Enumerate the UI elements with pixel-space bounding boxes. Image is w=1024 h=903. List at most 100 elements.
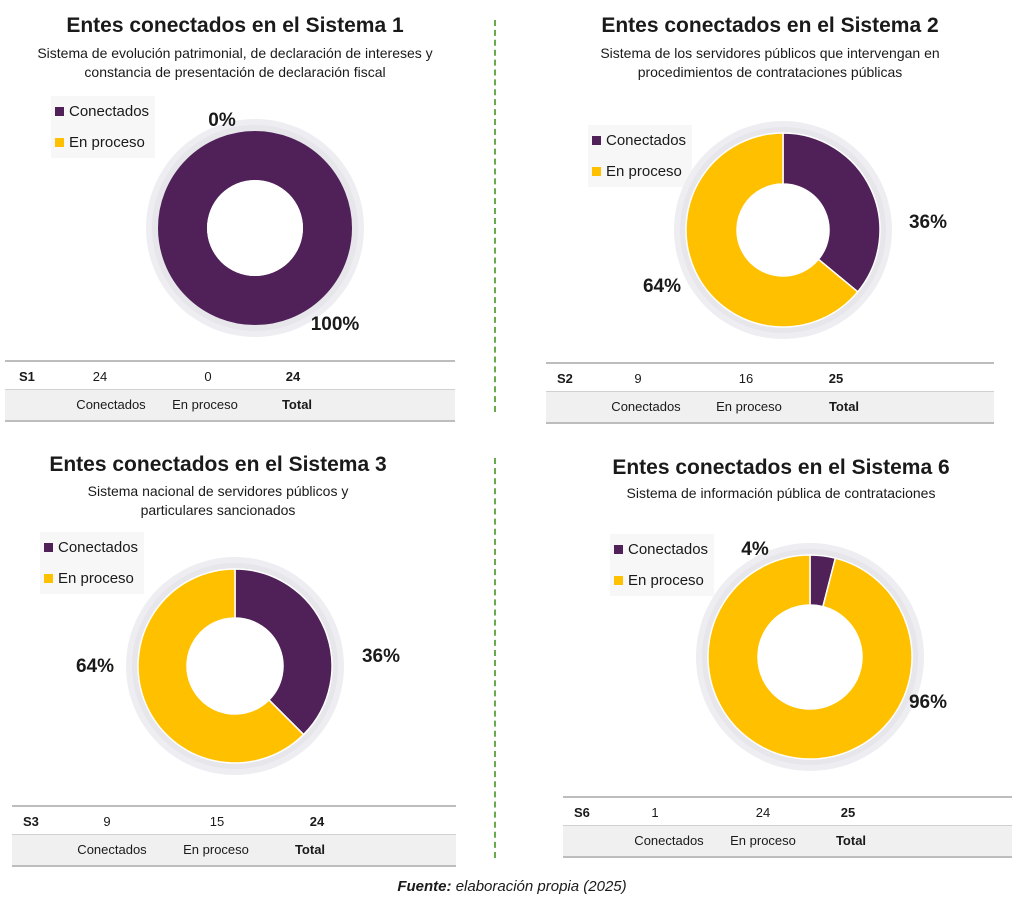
table-cell-connected: 9 [103,814,111,829]
table-cell-connected: 9 [634,371,642,386]
legend-item-in-process: En proceso [51,127,155,158]
donut-chart: 36% 64% [76,557,400,775]
legend-item-connected: Conectados [51,96,155,127]
legend-swatch-connected [44,543,53,552]
legend-item-in-process: En proceso [40,563,144,594]
pct-label-connected: 4% [741,539,769,560]
chart-subtitle-line: constancia de presentación de declaració… [84,64,386,80]
donut-chart: 4% 96% [696,539,947,771]
table-cell-total: 25 [828,371,844,386]
vertical-divider-bottom [494,458,496,858]
table-cell-in-process: 15 [209,814,225,829]
chart-title: Entes conectados en el Sistema 1 [66,14,404,37]
table-header-in-process: En proceso [172,397,238,412]
legend-item-connected: Conectados [588,125,692,156]
legend-label: Conectados [69,103,150,120]
donut-chart: 100% 0% [146,110,364,337]
legend-label: En proceso [606,163,682,180]
table-header-in-process: En proceso [716,399,782,414]
legend-item-in-process: En proceso [610,565,714,596]
legend-label: Conectados [58,539,139,556]
legend-item-in-process: En proceso [588,156,692,187]
table-row-headers: Conectados En proceso Total [546,391,994,424]
legend-swatch-connected [614,545,623,554]
table-row-values: S1 24 0 24 [5,360,455,391]
donut-hole [737,184,829,276]
source-label: Fuente: [397,878,452,895]
chart-subtitle-line: Sistema de información pública de contra… [626,485,936,501]
chart-title: Entes conectados en el Sistema 2 [601,14,939,37]
table-cell-in-process: 0 [204,369,212,384]
table-header-total: Total [281,397,313,412]
legend-item-connected: Conectados [610,534,714,565]
table-header-connected: Conectados [611,399,681,414]
table-row-code: S1 [19,369,35,384]
table-header-connected: Conectados [76,397,146,412]
chart-legend: Conectados En proceso [51,96,156,158]
table-row-values: S2 9 16 25 [546,362,994,393]
donut-hole [187,618,283,714]
table-header-connected: Conectados [634,833,704,848]
table-cell-total: 24 [309,814,325,829]
table-header-in-process: En proceso [183,842,249,857]
table-row-code: S6 [574,805,590,820]
pct-label-connected: 100% [311,314,360,335]
table-cell-total: 24 [285,369,301,384]
chart-subtitle-line: Sistema de los servidores públicos que i… [600,45,940,61]
slice-connected [158,131,352,325]
chart-panel-s3: Entes conectados en el Sistema 3 Sistema… [0,440,480,870]
source-text: elaboración propia (2025) [455,878,627,895]
chart-legend: Conectados En proceso [40,532,145,594]
legend-item-connected: Conectados [40,532,144,563]
table-header-total: Total [828,399,860,414]
legend-label: En proceso [628,572,704,589]
chart-title: Entes conectados en el Sistema 3 [49,453,387,476]
table-cell-connected: 24 [92,369,108,384]
legend-swatch-in-process [614,576,623,585]
chart-subtitle: Sistema de los servidores públicos que i… [520,44,1020,82]
table-row-values: S6 1 24 25 [563,796,1012,827]
table-cell-connected: 1 [651,805,659,820]
table-cell-in-process: 24 [755,805,771,820]
table-row-headers: Conectados En proceso Total [5,389,455,422]
source-footer: Fuente: elaboración propia (2025) [0,878,1024,895]
chart-panel-s6: Entes conectados en el Sistema 6 Sistema… [530,440,1024,870]
table-row-code: S3 [23,814,39,829]
donut-hole [207,180,303,276]
chart-subtitle-line: procedimientos de contrataciones pública… [637,64,903,80]
pct-label-in-process: 64% [643,276,681,297]
legend-swatch-connected [55,107,64,116]
table-header-connected: Conectados [77,842,147,857]
chart-subtitle-line: Sistema nacional de servidores públicos … [87,483,349,499]
pct-label-connected: 36% [909,212,947,233]
table-row-headers: Conectados En proceso Total [563,825,1012,858]
pct-label-connected: 36% [362,646,400,667]
legend-label: En proceso [58,570,134,587]
chart-subtitle-line: Sistema de evolución patrimonial, de dec… [37,45,433,61]
donut-chart: 36% 64% [643,121,947,339]
pct-label-in-process: 96% [909,692,947,713]
data-table: S1 24 0 24 Conectados En proceso Total [5,360,455,423]
pct-label-in-process: 64% [76,656,114,677]
table-header-total: Total [835,833,867,848]
pct-label-in-process: 0% [208,110,236,131]
table-cell-in-process: 16 [738,371,754,386]
chart-panel-s2: Entes conectados en el Sistema 2 Sistema… [520,0,1020,430]
legend-swatch-in-process [44,574,53,583]
chart-legend: Conectados En proceso [588,125,693,187]
chart-subtitle: Sistema nacional de servidores públicos … [0,482,436,520]
legend-swatch-in-process [55,138,64,147]
chart-panel-s1: Entes conectados en el Sistema 1 Sistema… [0,0,470,430]
legend-label: Conectados [606,132,687,149]
table-row-headers: Conectados En proceso Total [12,834,456,867]
legend-swatch-in-process [592,167,601,176]
table-header-total: Total [294,842,326,857]
chart-subtitle: Sistema de información pública de contra… [530,484,1024,503]
chart-title: Entes conectados en el Sistema 6 [612,456,950,479]
donut-hole [758,605,862,709]
chart-subtitle: Sistema de evolución patrimonial, de dec… [15,44,455,82]
chart-legend: Conectados En proceso [610,534,715,596]
table-row-values: S3 9 15 24 [12,805,456,836]
data-table: S6 1 24 25 Conectados En proceso Total [563,796,1012,859]
legend-label: Conectados [628,541,709,558]
